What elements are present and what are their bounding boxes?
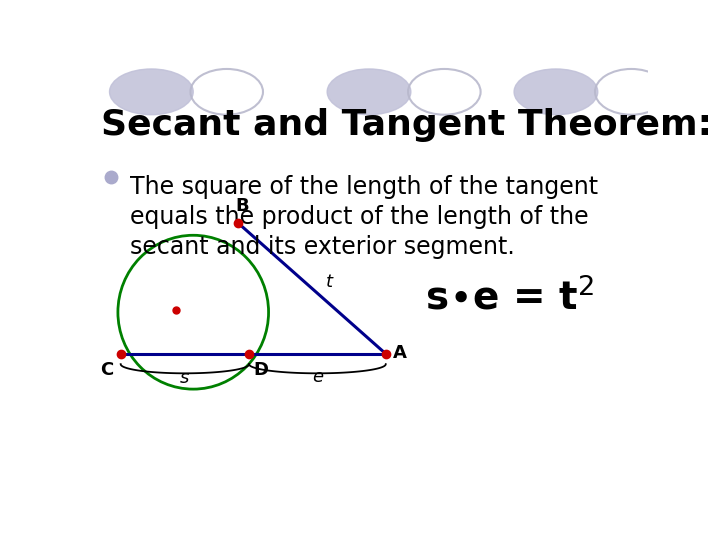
- Text: e: e: [312, 368, 323, 386]
- Text: A: A: [393, 343, 407, 362]
- Text: s$\bullet$e = t$^{2}$: s$\bullet$e = t$^{2}$: [425, 278, 594, 318]
- Ellipse shape: [109, 69, 193, 114]
- Text: B: B: [235, 197, 249, 215]
- Text: The square of the length of the tangent: The square of the length of the tangent: [130, 175, 598, 199]
- Ellipse shape: [327, 69, 411, 114]
- Text: C: C: [100, 361, 114, 379]
- Text: s: s: [180, 369, 189, 387]
- Text: secant and its exterior segment.: secant and its exterior segment.: [130, 235, 515, 259]
- Text: D: D: [253, 361, 269, 379]
- Ellipse shape: [514, 69, 598, 114]
- Text: equals the product of the length of the: equals the product of the length of the: [130, 205, 589, 229]
- Text: Secant and Tangent Theorem:: Secant and Tangent Theorem:: [101, 109, 712, 143]
- Text: t: t: [325, 273, 333, 291]
